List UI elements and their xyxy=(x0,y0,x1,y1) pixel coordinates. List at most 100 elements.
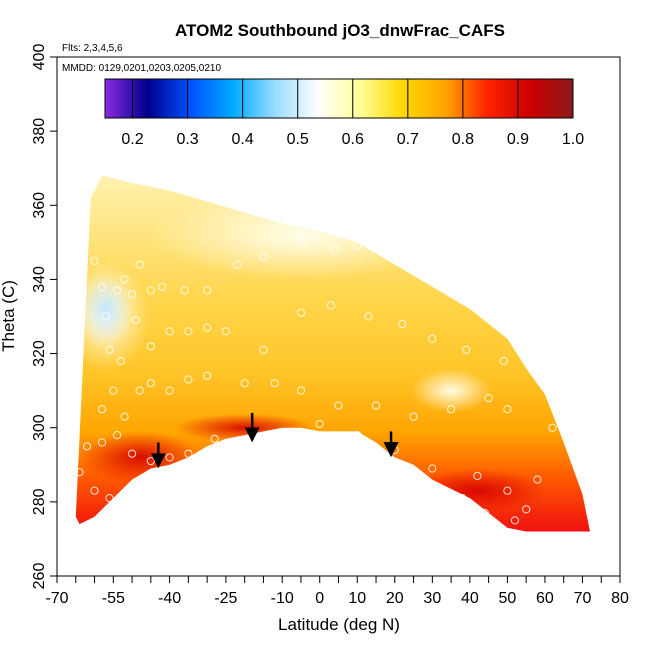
observation-point-46 xyxy=(371,401,381,410)
x-tick-label-7: 20 xyxy=(386,590,404,607)
colorbar-label-3: 0.5 xyxy=(287,131,309,148)
observation-point-0 xyxy=(90,256,99,265)
observation-point-66 xyxy=(503,486,512,495)
observation-point-74 xyxy=(510,516,520,525)
pale-zone-top xyxy=(150,189,451,280)
observation-point-11 xyxy=(233,260,242,269)
y-tick-label-1: 280 xyxy=(31,488,48,515)
observation-point-75 xyxy=(533,475,542,484)
observation-point-53 xyxy=(113,431,122,440)
observation-point-18 xyxy=(105,345,114,354)
x-tick-label-0: -70 xyxy=(45,590,68,607)
colorbar-label-0: 0.2 xyxy=(121,131,143,148)
observation-point-48 xyxy=(447,405,456,414)
observation-point-65 xyxy=(473,471,482,480)
observation-point-50 xyxy=(503,405,512,414)
observation-point-38 xyxy=(146,379,155,388)
observation-point-22 xyxy=(165,327,174,336)
observation-point-36 xyxy=(120,412,129,421)
colorbar-label-6: 0.8 xyxy=(452,131,474,148)
observation-point-34 xyxy=(97,405,107,414)
observation-point-69 xyxy=(90,486,99,495)
x-tick-label-12: 70 xyxy=(574,590,592,607)
observation-point-5 xyxy=(128,290,137,299)
x-tick-label-2: -40 xyxy=(158,590,181,607)
observation-point-71 xyxy=(120,497,129,506)
observation-point-9 xyxy=(180,286,189,295)
y-tick-label-4: 340 xyxy=(31,266,48,293)
chart-title: ATOM2 Southbound jO3_dnwFrac_CAFS xyxy=(175,21,505,40)
observation-point-64 xyxy=(428,464,437,473)
observation-point-52 xyxy=(97,438,107,447)
x-tick-label-1: -55 xyxy=(102,590,125,607)
observation-point-21 xyxy=(146,342,155,351)
observation-point-19 xyxy=(116,356,125,366)
observation-point-8 xyxy=(158,282,167,291)
observation-point-77 xyxy=(555,405,565,414)
observation-point-59 xyxy=(240,438,249,447)
x-tick-label-9: 40 xyxy=(461,590,479,607)
observation-point-15 xyxy=(353,242,362,251)
y-tick-label-6: 380 xyxy=(31,118,48,145)
colorbar-label-1: 0.3 xyxy=(176,131,198,148)
blue-zone-left xyxy=(77,271,134,348)
observation-point-41 xyxy=(203,371,212,380)
y-tick-label-2: 300 xyxy=(31,414,48,441)
observation-point-56 xyxy=(165,453,174,462)
y-tick-label-0: 260 xyxy=(31,563,48,590)
observation-point-3 xyxy=(113,286,122,295)
observation-point-1 xyxy=(97,282,107,291)
observation-point-67 xyxy=(522,505,531,514)
flights-subtitle: Flts: 2,3,4,5,6 xyxy=(62,43,123,54)
x-tick-label-10: 50 xyxy=(499,590,517,607)
observation-point-27 xyxy=(296,308,306,317)
observation-point-43 xyxy=(270,379,279,388)
colorbar: 0.2 0.3 0.4 0.5 0.6 0.7 0.8 0.9 1.0 xyxy=(104,78,584,148)
observation-point-33 xyxy=(499,356,508,366)
colorbar-label-4: 0.6 xyxy=(342,131,364,148)
x-axis-label: Latitude (deg N) xyxy=(278,615,400,634)
x-tick-label-3: -25 xyxy=(214,590,237,607)
x-axis: -70 -55 -40 -25 -10 0 10 20 30 40 50 60 70 80 xyxy=(45,576,629,607)
y-axis-label: Theta (C) xyxy=(0,280,18,352)
observation-point-25 xyxy=(221,327,230,336)
x-tick-label-13: 80 xyxy=(611,590,629,607)
observation-point-28 xyxy=(326,301,336,310)
observation-point-7 xyxy=(146,286,155,295)
observation-point-73 xyxy=(480,508,489,518)
observation-point-12 xyxy=(259,253,268,262)
red-zone-left xyxy=(79,431,200,484)
observation-point-14 xyxy=(330,245,339,254)
observation-point-35 xyxy=(109,386,118,395)
observation-point-62 xyxy=(353,431,362,440)
observation-point-16 xyxy=(390,253,399,262)
y-tick-label-3: 320 xyxy=(31,340,48,367)
field-fill-group xyxy=(75,175,591,532)
observation-point-60 xyxy=(278,431,287,440)
x-tick-label-11: 60 xyxy=(536,590,554,607)
x-tick-label-8: 30 xyxy=(423,590,441,607)
observation-point-6 xyxy=(135,260,144,269)
observation-point-30 xyxy=(398,319,407,328)
colorbar-label-8: 1.0 xyxy=(562,131,584,148)
observation-point-13 xyxy=(296,238,306,247)
observation-point-72 xyxy=(458,494,467,503)
x-tick-label-4: -10 xyxy=(271,590,294,607)
observation-point-47 xyxy=(409,412,418,421)
y-tick-label-5: 360 xyxy=(31,192,48,219)
colorbar-strip xyxy=(104,78,574,119)
colorbar-label-2: 0.4 xyxy=(232,131,254,148)
observation-point-76 xyxy=(548,423,557,432)
x-tick-label-6: 10 xyxy=(348,590,366,607)
data-field xyxy=(75,175,591,532)
observation-point-10 xyxy=(203,286,212,295)
arrow-markers xyxy=(150,412,399,469)
observation-point-57 xyxy=(184,449,193,458)
observation-point-2 xyxy=(101,312,110,321)
observation-point-45 xyxy=(334,401,343,410)
observation-point-20 xyxy=(131,316,140,325)
x-tick-label-5: 0 xyxy=(315,590,324,607)
observation-point-54 xyxy=(128,449,137,458)
observation-point-4 xyxy=(120,275,129,284)
